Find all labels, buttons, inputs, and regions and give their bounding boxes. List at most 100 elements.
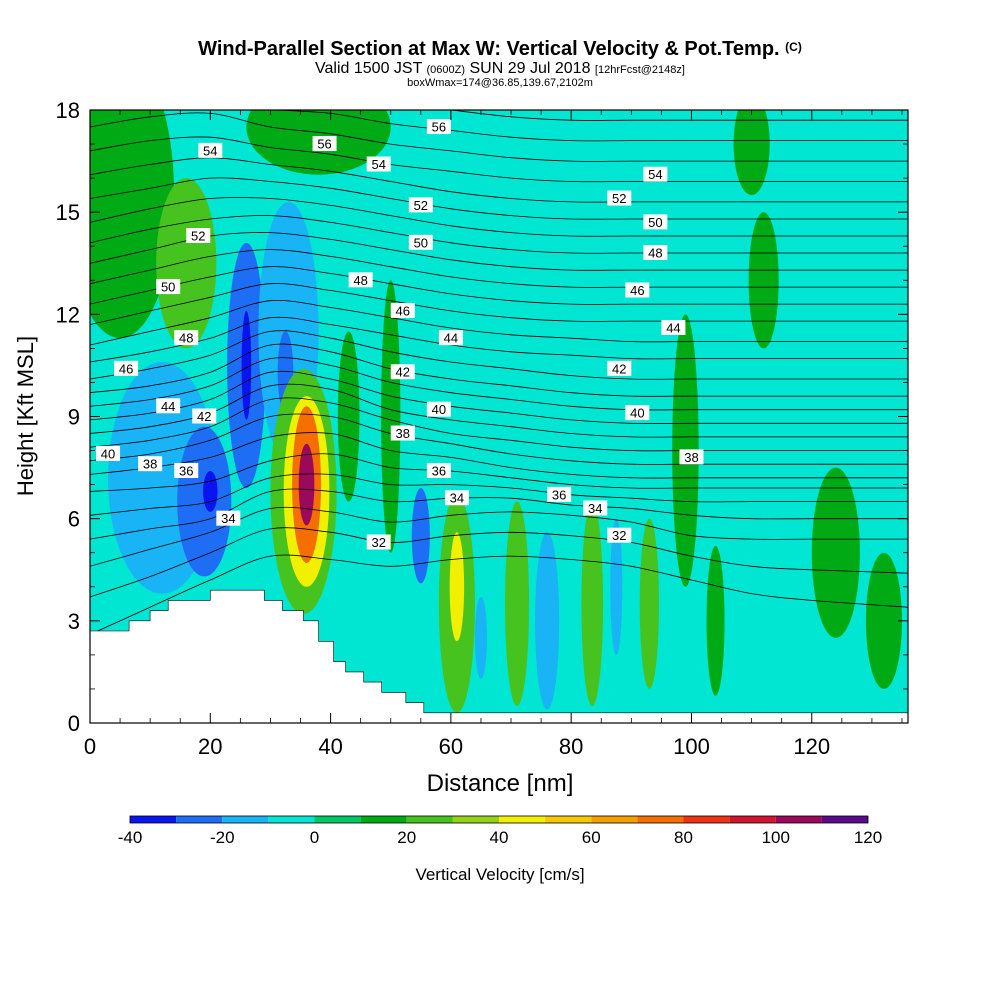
isentrope-45: [90, 299, 908, 346]
contour-label-box: [625, 282, 650, 298]
contour-label-text: 44: [666, 320, 680, 335]
contour-label-0: 56: [312, 136, 337, 152]
colorbar-swatch-7: [452, 816, 499, 823]
copyright-mark: (C): [785, 40, 802, 54]
isentrope-38: [90, 397, 908, 452]
contour-label-text: 46: [119, 361, 133, 376]
contour-label-box: [192, 408, 217, 424]
isentrope-57: [450, 110, 908, 121]
colorbar-tick-label: -20: [210, 828, 235, 847]
contour-label-text: 36: [552, 487, 566, 502]
y-tick-label: 12: [56, 302, 80, 327]
chart-title: Wind-Parallel Section at Max W: Vertical…: [0, 38, 1000, 61]
isentrope-51: [90, 197, 908, 237]
isentrope-39: [90, 383, 908, 438]
contour-label-10: 50: [643, 214, 668, 230]
contour-label-text: 38: [143, 457, 157, 472]
contour-label-25: 40: [625, 405, 650, 421]
contour-label-29: 36: [174, 462, 199, 478]
contour-label-8: 50: [156, 279, 181, 295]
contour-label-text: 54: [371, 157, 385, 172]
contour-label-box: [348, 272, 373, 288]
isentrope-43: [90, 330, 908, 380]
contour-label-box: [390, 425, 415, 441]
isentrope-55: [90, 112, 908, 162]
velocity-region-7: [203, 470, 218, 512]
isentrope-37: [90, 413, 908, 465]
colorbar-swatch-4: [314, 816, 361, 823]
colorbar-swatch-8: [499, 816, 546, 823]
contour-label-text: 54: [203, 143, 217, 158]
x-axis-label: Distance [nm]: [427, 770, 574, 797]
contour-label-15: 46: [390, 302, 415, 318]
contour-label-text: 54: [648, 167, 662, 182]
colorbar-swatch-6: [406, 816, 453, 823]
x-tick-label: 0: [84, 734, 96, 759]
contour-label-box: [390, 364, 415, 380]
contour-label-27: 38: [390, 425, 415, 441]
isentrope-46: [90, 283, 908, 325]
terrain-profile: [90, 589, 908, 723]
colorbar-swatch-11: [637, 816, 684, 823]
colorbar-tick-label: 40: [490, 828, 509, 847]
velocity-region-24: [581, 501, 604, 706]
contour-label-text: 48: [648, 246, 662, 261]
colorbar-swatch-5: [360, 816, 407, 823]
y-tick-label: 6: [68, 507, 80, 532]
velocity-region-16: [337, 331, 360, 502]
x-tick-label: 100: [673, 734, 710, 759]
contour-label-box: [216, 510, 241, 526]
box-wmax-info: boxWmax=174@36.85,139.67,2102m: [407, 77, 593, 89]
contour-label-box: [366, 534, 391, 550]
contour-label-text: 52: [612, 191, 626, 206]
velocity-region-30: [865, 552, 902, 689]
contour-label-text: 42: [612, 361, 626, 376]
velocity-region-1: [156, 178, 217, 349]
x-tick-label: 60: [439, 734, 463, 759]
x-tick-label: 20: [198, 734, 222, 759]
isentrope-42: [90, 343, 908, 397]
contour-label-34: 34: [583, 500, 608, 516]
contour-label-text: 50: [648, 215, 662, 230]
contour-label-text: 34: [221, 511, 235, 526]
chart-title-text: Wind-Parallel Section at Max W: Vertical…: [198, 38, 780, 60]
contour-label-text: 40: [630, 406, 644, 421]
colorbar-swatch-2: [222, 816, 269, 823]
contour-label-box: [583, 500, 608, 516]
contour-label-3: 54: [366, 156, 391, 172]
colorbar-swatch-1: [176, 816, 223, 823]
velocity-region-9: [241, 310, 252, 420]
valid-time: Valid 1500 JST: [315, 60, 423, 77]
contour-label-box: [607, 360, 632, 376]
isentrope-54: [90, 136, 908, 183]
colorbar-tick-label: 120: [854, 828, 882, 847]
colorbar-swatch-10: [591, 816, 638, 823]
velocity-region-20: [449, 532, 465, 642]
contour-label-box: [679, 449, 704, 465]
contour-label-box: [198, 142, 223, 158]
contour-label-4: 54: [643, 166, 668, 182]
velocity-region-21: [474, 596, 487, 679]
contour-label-box: [643, 214, 668, 230]
valid-date: SUN 29 Jul 2018: [469, 60, 591, 77]
x-tick-label: 40: [318, 734, 342, 759]
colorbar-swatch-0: [130, 816, 177, 823]
contour-label-text: 38: [684, 450, 698, 465]
contour-label-box: [156, 398, 181, 414]
contour-label-box: [643, 166, 668, 182]
contour-label-box: [408, 197, 433, 213]
contour-label-text: 34: [588, 501, 602, 516]
colorbar-tick-label: 0: [310, 828, 319, 847]
contour-label-17: 44: [156, 398, 181, 414]
contour-label-text: 48: [353, 273, 367, 288]
contour-label-18: 44: [438, 330, 463, 346]
isentrope-44: [90, 316, 908, 363]
contour-labels: 56 56 54 54 54 52 52 52 50 50 50 48 48 48 46 46 46 44 44 44…: [96, 119, 704, 550]
contour-label-22: 42: [607, 360, 632, 376]
contour-label-text: 32: [612, 528, 626, 543]
contour-label-28: 38: [679, 449, 704, 465]
isentrope-36: [90, 432, 908, 479]
colorbar-swatch-14: [775, 816, 822, 823]
